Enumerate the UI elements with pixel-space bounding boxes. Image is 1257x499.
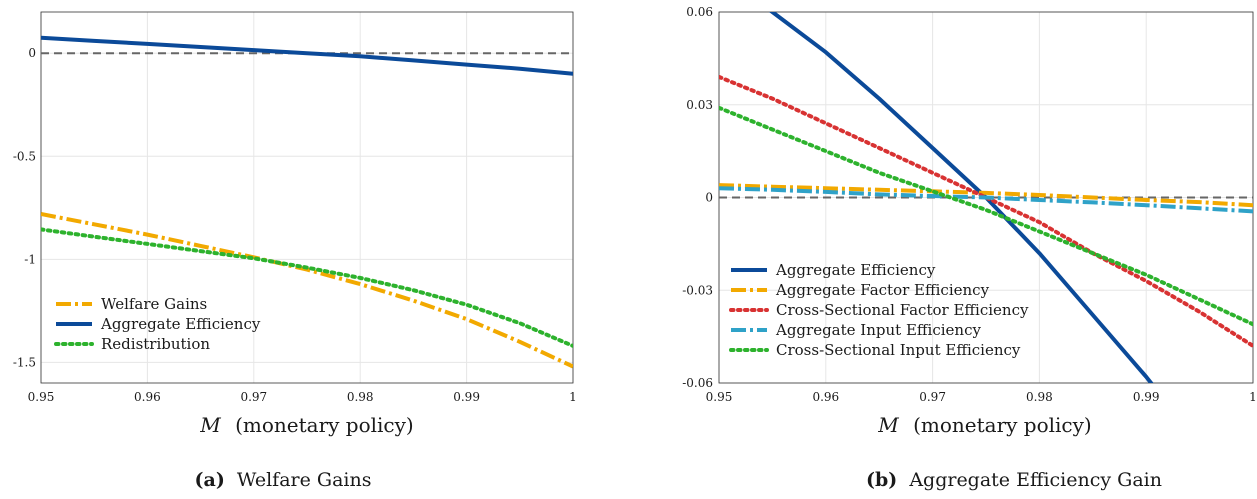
x-tick-label: 0.98 bbox=[347, 390, 374, 404]
series-line-redistribution bbox=[41, 227, 573, 348]
panel-a-x-axis-label: M (monetary policy) bbox=[199, 413, 414, 437]
x-tick-label: 0.99 bbox=[1133, 390, 1160, 404]
y-tick-label: 0 bbox=[28, 46, 36, 60]
y-tick-label: 0.06 bbox=[686, 5, 713, 19]
panel-a-caption-label: (a) bbox=[195, 469, 225, 491]
legend-label: Welfare Gains bbox=[101, 295, 207, 313]
panel-a-caption-text: Welfare Gains bbox=[237, 469, 372, 491]
y-tick-label: -1.5 bbox=[13, 355, 36, 369]
series-line-welfare-gains bbox=[41, 212, 573, 369]
panel-b-x-axis-label: M (monetary policy) bbox=[877, 413, 1092, 437]
panel-b-caption-text: Aggregate Efficiency Gain bbox=[908, 469, 1162, 491]
legend-label: Cross-Sectional Input Efficiency bbox=[776, 341, 1021, 359]
x-tick-label: 0.96 bbox=[812, 390, 839, 404]
y-tick-label: -0.06 bbox=[682, 376, 713, 390]
panel-b-x-axis-description: (monetary policy) bbox=[913, 413, 1092, 437]
panel-a-x-axis-description: (monetary policy) bbox=[235, 413, 414, 437]
panel-b-x-axis-variable: M bbox=[877, 413, 899, 437]
panel-a-x-tick-labels: 0.95 0.96 0.97 0.98 0.99 1 bbox=[28, 390, 577, 404]
legend-label: Aggregate Factor Efficiency bbox=[775, 281, 990, 299]
x-tick-label: 0.99 bbox=[453, 390, 480, 404]
panel-a-series-lines bbox=[41, 35, 573, 369]
x-tick-label: 0.97 bbox=[240, 390, 267, 404]
legend-label: Redistribution bbox=[101, 335, 210, 353]
panel-b-legend: Aggregate Efficiency Aggregate Factor Eff… bbox=[729, 261, 1029, 359]
y-tick-label: -0.5 bbox=[13, 149, 36, 163]
series-line-aggregate-input-efficiency bbox=[719, 186, 1253, 214]
panel-a-plot-frame bbox=[40, 11, 574, 384]
legend-label: Cross-Sectional Factor Efficiency bbox=[776, 301, 1029, 319]
legend-label: Aggregate Input Efficiency bbox=[775, 321, 981, 339]
panel-a-caption: (a) Welfare Gains bbox=[195, 469, 372, 491]
panel-b-caption: (b) Aggregate Efficiency Gain bbox=[866, 469, 1162, 491]
x-tick-label: 0.97 bbox=[919, 390, 946, 404]
series-line-aggregate-factor-efficiency bbox=[719, 183, 1253, 208]
panel-a-x-axis-variable: M bbox=[199, 413, 221, 437]
x-tick-label: 0.98 bbox=[1026, 390, 1053, 404]
panel-b-series-lines bbox=[719, 12, 1253, 383]
series-line-aggregate-efficiency bbox=[41, 35, 573, 76]
x-tick-label: 0.96 bbox=[134, 390, 161, 404]
y-tick-label: 0.03 bbox=[686, 98, 713, 112]
panel-b-y-tick-labels: 0.06 0.03 0 -0.03 -0.06 bbox=[682, 5, 713, 390]
y-tick-label: 0 bbox=[705, 191, 713, 205]
panel-b-aggregate-efficiency-gain: 0.95 0.96 0.97 0.98 0.99 1 0.06 0.03 0 -0.03 -0.0… bbox=[682, 5, 1257, 491]
panel-a-legend: Welfare Gains Aggregate Efficiency Redistr… bbox=[54, 295, 261, 353]
panel-b-caption-label: (b) bbox=[866, 469, 897, 491]
x-tick-label: 1 bbox=[1249, 390, 1257, 404]
series-line-cross-sectional-input-efficiency bbox=[719, 105, 1253, 327]
panel-a-y-tick-labels: 0 -0.5 -1 -1.5 bbox=[13, 46, 36, 369]
x-tick-label: 0.95 bbox=[706, 390, 733, 404]
legend-label: Aggregate Efficiency bbox=[775, 261, 936, 279]
panel-a-welfare-gains: 0.95 0.96 0.97 0.98 0.99 1 0 -0.5 -1 -1.5 M (mon… bbox=[13, 11, 577, 491]
x-tick-label: 1 bbox=[569, 390, 577, 404]
y-tick-label: -1 bbox=[24, 252, 36, 266]
legend-label: Aggregate Efficiency bbox=[100, 315, 261, 333]
panel-b-x-tick-labels: 0.95 0.96 0.97 0.98 0.99 1 bbox=[706, 390, 1257, 404]
y-tick-label: -0.03 bbox=[682, 283, 713, 297]
x-tick-label: 0.95 bbox=[28, 390, 55, 404]
